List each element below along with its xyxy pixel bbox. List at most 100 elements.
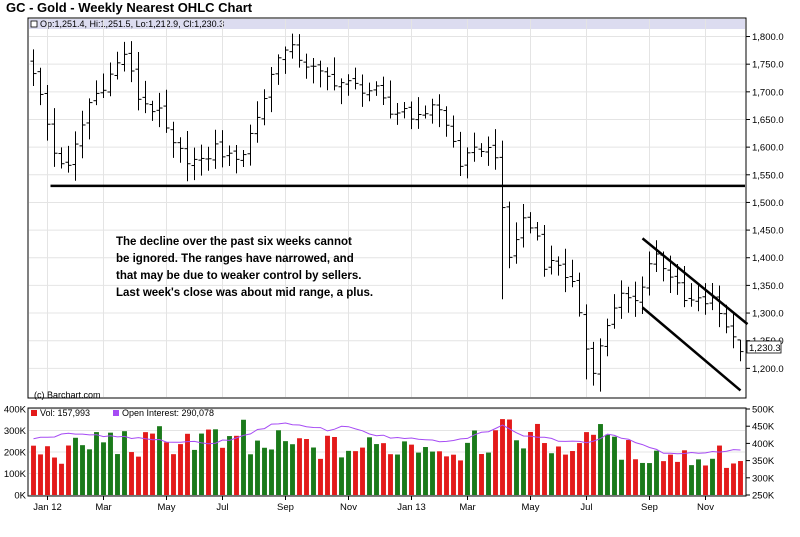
volume-bar	[255, 440, 260, 495]
ohlc-bar	[177, 137, 184, 163]
volume-bar	[339, 457, 344, 495]
ohlc-bar	[275, 54, 282, 85]
ohlc-bar	[65, 145, 72, 173]
ohlc-bar	[590, 341, 597, 386]
ohlc-bar	[695, 283, 702, 312]
volume-tick-label: 200K	[4, 448, 27, 459]
price-bars	[30, 33, 744, 392]
ohlc-bar	[618, 280, 625, 319]
ohlc-bar	[282, 46, 289, 74]
price-tick-label: 1,550.0	[752, 170, 784, 181]
price-tick-label: 1,200.0	[752, 364, 784, 375]
volume-bar	[703, 465, 708, 495]
volume-tick-label: 100K	[4, 469, 27, 480]
ohlc-bar	[30, 49, 37, 86]
ohlc-bar	[450, 115, 457, 148]
ohlc-bar	[114, 51, 121, 80]
ohlc-bar	[163, 89, 170, 133]
open-interest-legend-label: Open Interest: 290,078	[122, 408, 214, 418]
ohlc-bar	[730, 313, 737, 349]
volume-bar	[325, 435, 330, 495]
ohlc-bar	[527, 212, 534, 234]
volume-bar	[563, 454, 568, 495]
last-price-tag: 1,230.3	[746, 340, 782, 354]
ohlc-bar	[534, 221, 541, 241]
volume-bar	[206, 429, 211, 495]
ohlc-bar	[303, 53, 310, 79]
volume-legend-swatch	[31, 410, 37, 416]
ohlc-bar	[513, 222, 520, 264]
x-tick-label: Jan 13	[397, 502, 426, 513]
volume-bar	[199, 433, 204, 495]
ohlc-bar	[436, 94, 443, 128]
ohlc-bar	[646, 251, 653, 296]
volume-bar	[374, 444, 379, 495]
ohlc-bar	[86, 98, 93, 140]
ohlc-bar	[79, 110, 86, 159]
volume-bar	[269, 449, 274, 495]
ohlc-bar	[191, 147, 198, 181]
volume-bar	[241, 419, 246, 495]
volume-bar	[297, 438, 302, 495]
price-panel: Op:1,251.4, Hi:1,251.5, Lo:1,212.9, Cl:1…	[27, 17, 784, 400]
ohlc-bar	[625, 286, 632, 313]
volume-bar	[395, 454, 400, 495]
ohlc-bar	[156, 92, 163, 128]
ohlc-bar	[548, 245, 555, 275]
ohlc-bar	[562, 248, 569, 293]
volume-bar	[696, 459, 701, 495]
volume-bar	[332, 437, 337, 495]
ohlc-bar	[254, 101, 261, 143]
ohlc-bar	[121, 41, 128, 72]
annotation-line-4: Last week's close was about mid range, a…	[116, 287, 373, 299]
annotation-line-1: The decline over the past six weeks cann…	[116, 236, 352, 248]
open-interest-line	[33, 422, 741, 455]
x-tick-label: Jul	[580, 502, 592, 513]
ohlc-bar	[58, 147, 65, 169]
volume-panel: 0K 100K 200K 300K 400K 250K 300K 350K 400K 450K 5…	[4, 405, 775, 502]
ohlc-bar	[135, 52, 142, 111]
volume-bar	[444, 456, 449, 495]
x-tick-label: Mar	[95, 502, 111, 513]
annotation-line-2: be ignored. The ranges have narrowed, an…	[116, 253, 354, 265]
price-tick-label: 1,700.0	[752, 87, 784, 98]
volume-bar	[66, 445, 71, 495]
volume-bar	[234, 435, 239, 495]
volume-bar	[472, 430, 477, 495]
volume-tick-label: 400K	[4, 405, 27, 416]
volume-bar	[31, 445, 36, 495]
volume-bar	[647, 463, 652, 495]
ohlc-bar	[331, 57, 338, 91]
volume-bar	[346, 450, 351, 495]
volume-bar	[605, 434, 610, 495]
volume-bar	[171, 454, 176, 495]
volume-bar	[577, 443, 582, 495]
ohlc-bar	[499, 140, 506, 300]
volume-bar	[612, 436, 617, 495]
volume-bar	[367, 437, 372, 495]
ohlc-bar	[142, 80, 149, 114]
ohlc-bar	[408, 101, 415, 130]
ohlc-bar	[324, 67, 331, 91]
ohlc-bar	[401, 101, 408, 119]
volume-bar	[682, 450, 687, 495]
channel-upper-line	[641, 237, 749, 326]
volume-bar	[213, 429, 218, 495]
ohlc-bar	[352, 67, 359, 90]
volume-bar	[514, 440, 519, 495]
volume-bar	[157, 426, 162, 495]
ohlc-bar	[261, 89, 268, 126]
channel-lower-line	[641, 306, 742, 392]
volume-bar	[290, 444, 295, 495]
ohlc-bar	[506, 201, 513, 269]
ohlc-bar	[632, 281, 639, 317]
volume-bar	[626, 440, 631, 495]
oi-tick-label: 350K	[752, 456, 775, 467]
price-tick-label: 1,500.0	[752, 198, 784, 209]
volume-bar	[633, 459, 638, 495]
ohlc-bar	[492, 129, 499, 170]
volume-bar	[668, 454, 673, 495]
volume-bar	[570, 451, 575, 495]
volume-bar	[493, 430, 498, 495]
ohlc-bar	[212, 129, 219, 169]
